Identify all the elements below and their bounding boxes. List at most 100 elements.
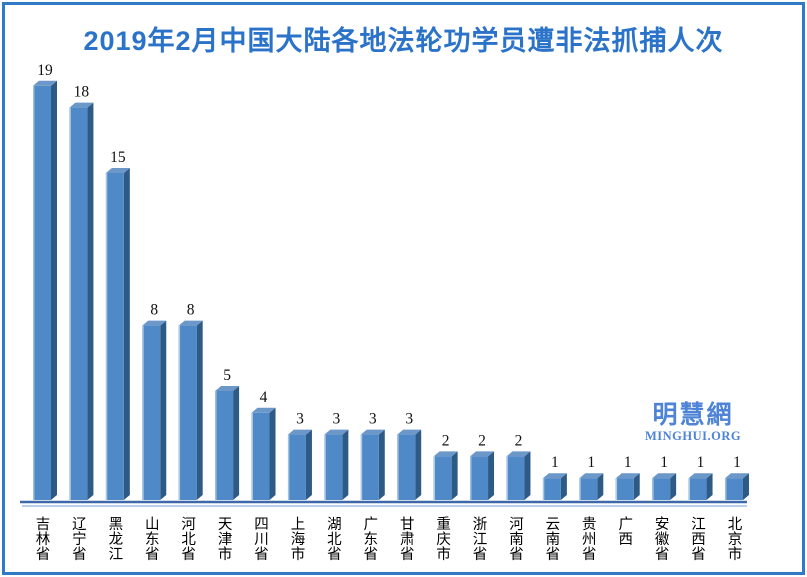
x-axis-label: 北京市: [728, 516, 743, 563]
bar-value-label: 2: [515, 432, 523, 449]
bar: [287, 434, 306, 500]
bar-top-face: [105, 168, 130, 173]
bar: [69, 107, 88, 500]
bar-side-face: [233, 386, 240, 500]
bar-side-face: [305, 429, 312, 500]
bar-top-face: [215, 386, 240, 391]
bar-top-face: [397, 429, 422, 435]
x-axis-label: 山东省: [145, 516, 160, 563]
bar: [397, 434, 416, 500]
bar-top-face: [542, 473, 567, 479]
bar-side-face: [269, 407, 276, 500]
bar-value-label: 1: [551, 454, 559, 471]
bar-value-label: 15: [110, 149, 126, 166]
bar-side-face: [415, 429, 422, 500]
bar-side-face: [196, 320, 203, 500]
bar-top-face: [251, 407, 276, 413]
bar-value-label: 8: [187, 302, 195, 319]
x-axis-label: 甘肃省: [400, 516, 415, 563]
bar: [688, 478, 707, 500]
bar-value-label: 5: [223, 367, 231, 384]
x-axis-label: 安徽省: [655, 516, 670, 563]
bar: [652, 478, 671, 500]
bar-value-label: 1: [624, 454, 632, 471]
bar-value-label: 3: [405, 411, 413, 428]
bar-value-label: 1: [660, 454, 668, 471]
bar-value-label: 8: [150, 302, 158, 319]
x-axis-label: 云南省: [546, 517, 561, 563]
bar: [142, 325, 161, 500]
bar-top-face: [433, 451, 458, 457]
x-axis-label: 四川省: [254, 517, 269, 563]
bar-top-face: [724, 473, 749, 479]
bar: [615, 478, 634, 500]
bar-side-face: [160, 320, 167, 500]
bar-value-label: 18: [74, 84, 90, 101]
bar-top-face: [470, 451, 495, 457]
x-axis-label: 重庆市: [436, 516, 451, 563]
bar-top-face: [142, 320, 167, 326]
bar-side-face: [670, 473, 677, 500]
x-axis-label: 黑龙江: [109, 517, 124, 563]
x-axis-label: 贵州省: [582, 516, 597, 563]
bar-value-label: 4: [260, 389, 268, 406]
bar-top-face: [33, 80, 57, 86]
bar-top-face: [178, 320, 203, 326]
x-axis-label: 江西省: [691, 516, 706, 563]
bar-top-face: [652, 473, 677, 479]
bar: [470, 456, 489, 500]
x-axis-label: 河南省: [509, 516, 524, 563]
bar: [360, 434, 379, 500]
bar-top-face: [324, 429, 349, 435]
x-axis-label: 广东省: [364, 516, 379, 563]
bar-side-face: [560, 473, 567, 500]
bar-value-label: 2: [478, 432, 486, 449]
bar-side-face: [451, 451, 458, 500]
bar: [433, 456, 452, 500]
bar-side-face: [742, 473, 749, 500]
bar-side-face: [706, 473, 713, 500]
bar: [251, 412, 270, 500]
bar: [215, 391, 234, 500]
bar-top-face: [615, 473, 640, 479]
bar-value-label: 1: [587, 454, 595, 471]
bar-top-face: [579, 473, 604, 479]
bar: [506, 456, 525, 500]
bar-side-face: [378, 429, 385, 500]
bar-top-face: [688, 473, 713, 479]
bar-side-face: [524, 451, 531, 500]
bar-value-label: 1: [697, 454, 705, 471]
x-axis-label: 天津市: [218, 517, 233, 563]
x-axis-label: 辽宁省: [72, 516, 87, 563]
bar-side-face: [633, 473, 640, 500]
bar: [105, 173, 124, 500]
bar-side-face: [123, 168, 130, 500]
bar: [178, 325, 197, 500]
bar: [579, 478, 598, 500]
bar-side-face: [488, 451, 495, 500]
bar-value-label: 3: [332, 411, 340, 428]
bar-top-face: [360, 429, 385, 435]
bar-side-face: [597, 473, 604, 500]
x-axis-label: 河北省: [181, 516, 196, 563]
bar-value-label: 1: [733, 454, 741, 471]
bar-value-label: 2: [442, 432, 450, 449]
bar-top-face: [287, 429, 312, 435]
bar-value-label: 3: [296, 411, 304, 428]
x-axis-label: 上海市: [291, 516, 306, 563]
bar-side-face: [87, 102, 94, 500]
bar-value-label: 19: [37, 62, 53, 79]
x-axis-label: 浙江省: [473, 516, 488, 563]
bar-value-label: 3: [369, 411, 377, 428]
bar: [542, 478, 561, 500]
bar: [33, 85, 51, 501]
chart-title: 2019年2月中国大陆各地法轮功学员遭非法抓捕人次: [83, 26, 724, 56]
x-axis-label: 吉林省: [36, 516, 51, 563]
bar: [724, 478, 743, 500]
bar-top-face: [506, 451, 531, 457]
bar-side-face: [342, 429, 349, 500]
bar-side-face: [51, 80, 57, 501]
bar-top-face: [69, 102, 94, 108]
x-axis-label: 湖北省: [327, 516, 342, 563]
